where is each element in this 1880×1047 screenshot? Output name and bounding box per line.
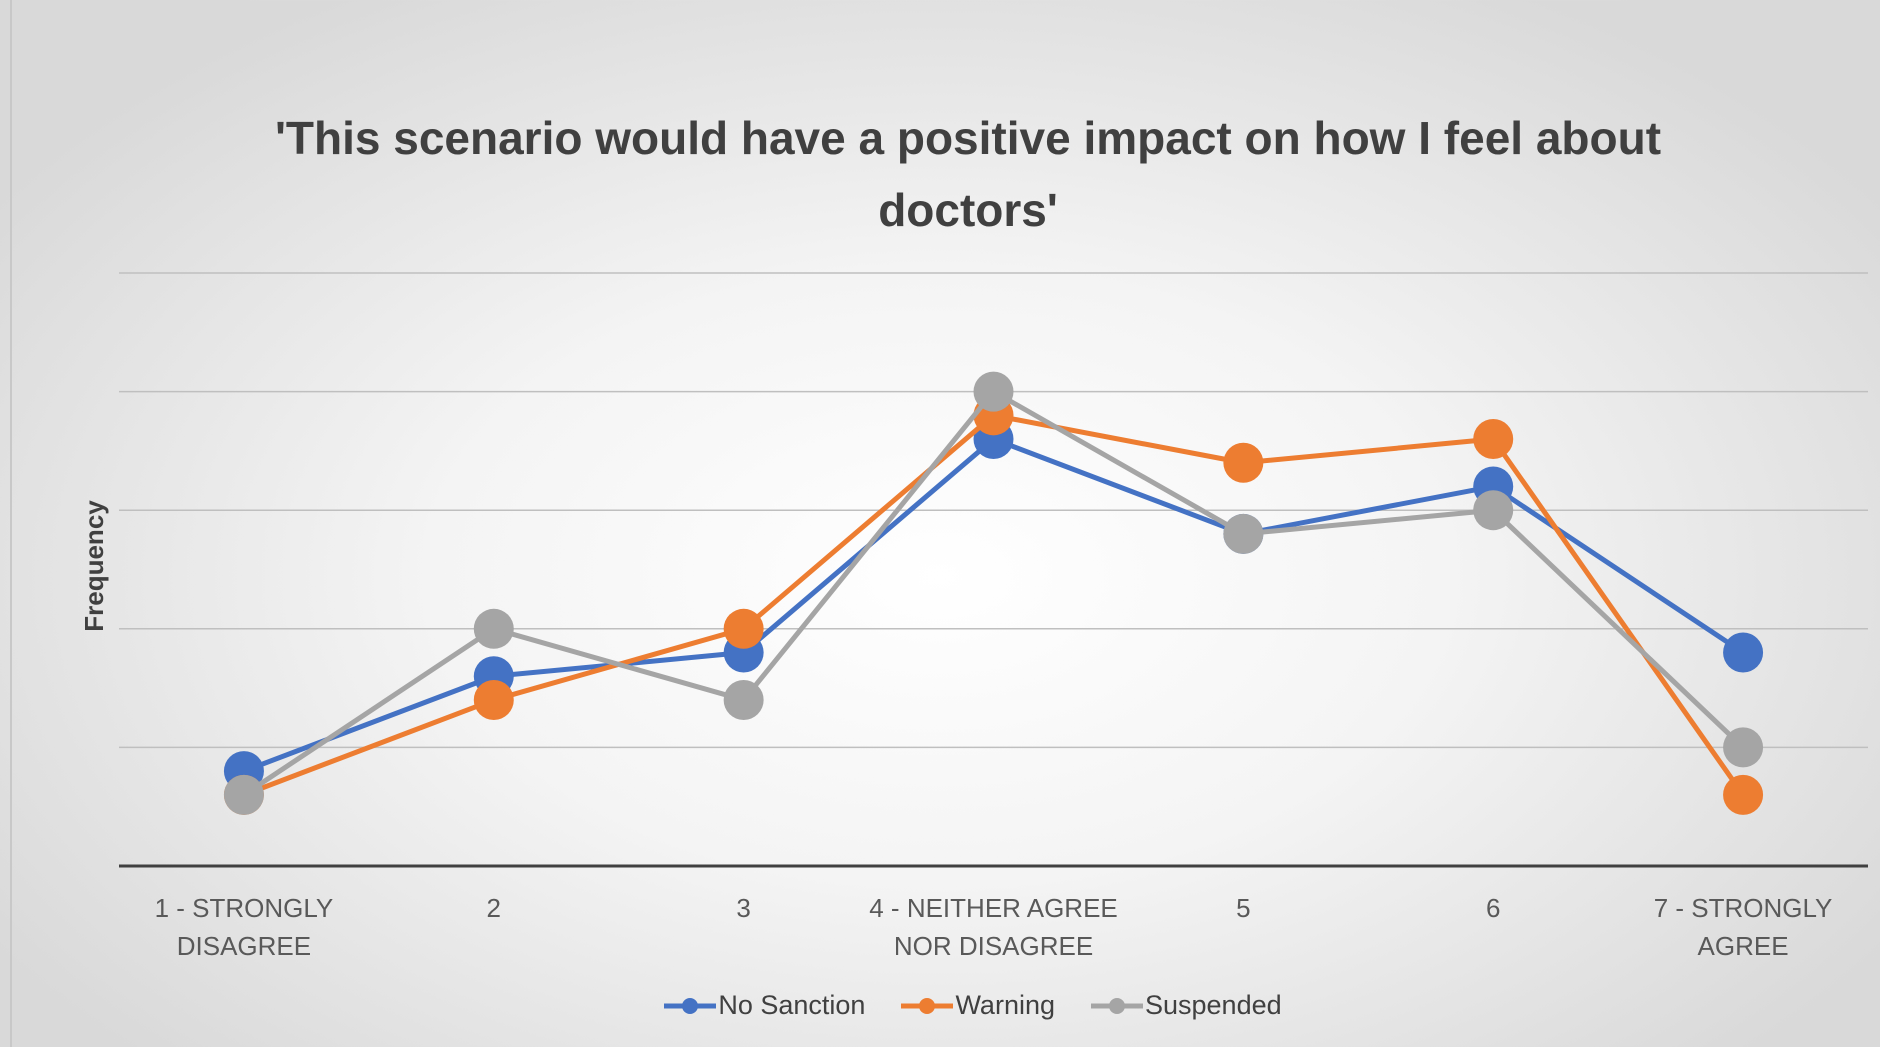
x-tick-label: 2 xyxy=(486,893,502,923)
data-point xyxy=(1473,419,1514,460)
data-point xyxy=(1223,442,1264,483)
data-point xyxy=(1223,513,1264,554)
legend-label: No Sanction xyxy=(718,990,866,1020)
legend-item: Warning xyxy=(899,990,1055,1021)
legend-item: Suspended xyxy=(1089,990,1282,1021)
series-line xyxy=(243,436,1745,774)
data-point xyxy=(473,679,514,720)
data-point xyxy=(223,774,264,815)
x-tick-label: 3 xyxy=(736,893,751,923)
legend: No Sanction Warning Suspended xyxy=(0,990,1880,1021)
data-point xyxy=(473,608,514,649)
data-point xyxy=(723,608,764,649)
legend-label: Warning xyxy=(955,990,1055,1020)
y-axis-label: Frequency xyxy=(79,500,109,632)
chart-frame xyxy=(10,0,1878,1047)
data-point xyxy=(1473,490,1514,531)
x-tick-label: 4 - NEITHER AGREE NOR DISAGREE xyxy=(869,893,1118,961)
chart-title: 'This scenario would have a positive imp… xyxy=(274,112,1662,236)
data-point xyxy=(1723,774,1764,815)
legend-item: No Sanction xyxy=(662,990,865,1021)
legend-label: Suspended xyxy=(1145,990,1282,1020)
legend-swatch xyxy=(1091,997,1143,1014)
legend-swatch xyxy=(901,997,954,1014)
data-point xyxy=(1723,727,1764,768)
data-point xyxy=(1723,632,1764,673)
data-point xyxy=(973,371,1014,412)
legend-swatch xyxy=(664,997,717,1014)
x-tick-label: 6 xyxy=(1485,893,1501,923)
x-tick-label: 5 xyxy=(1236,893,1251,923)
x-tick-label: 1 - STRONGLY DISAGREE xyxy=(154,893,334,961)
series-line xyxy=(243,412,1746,798)
data-point xyxy=(723,679,764,720)
x-tick-label: 7 - STRONGLY AGREE xyxy=(1653,893,1833,961)
